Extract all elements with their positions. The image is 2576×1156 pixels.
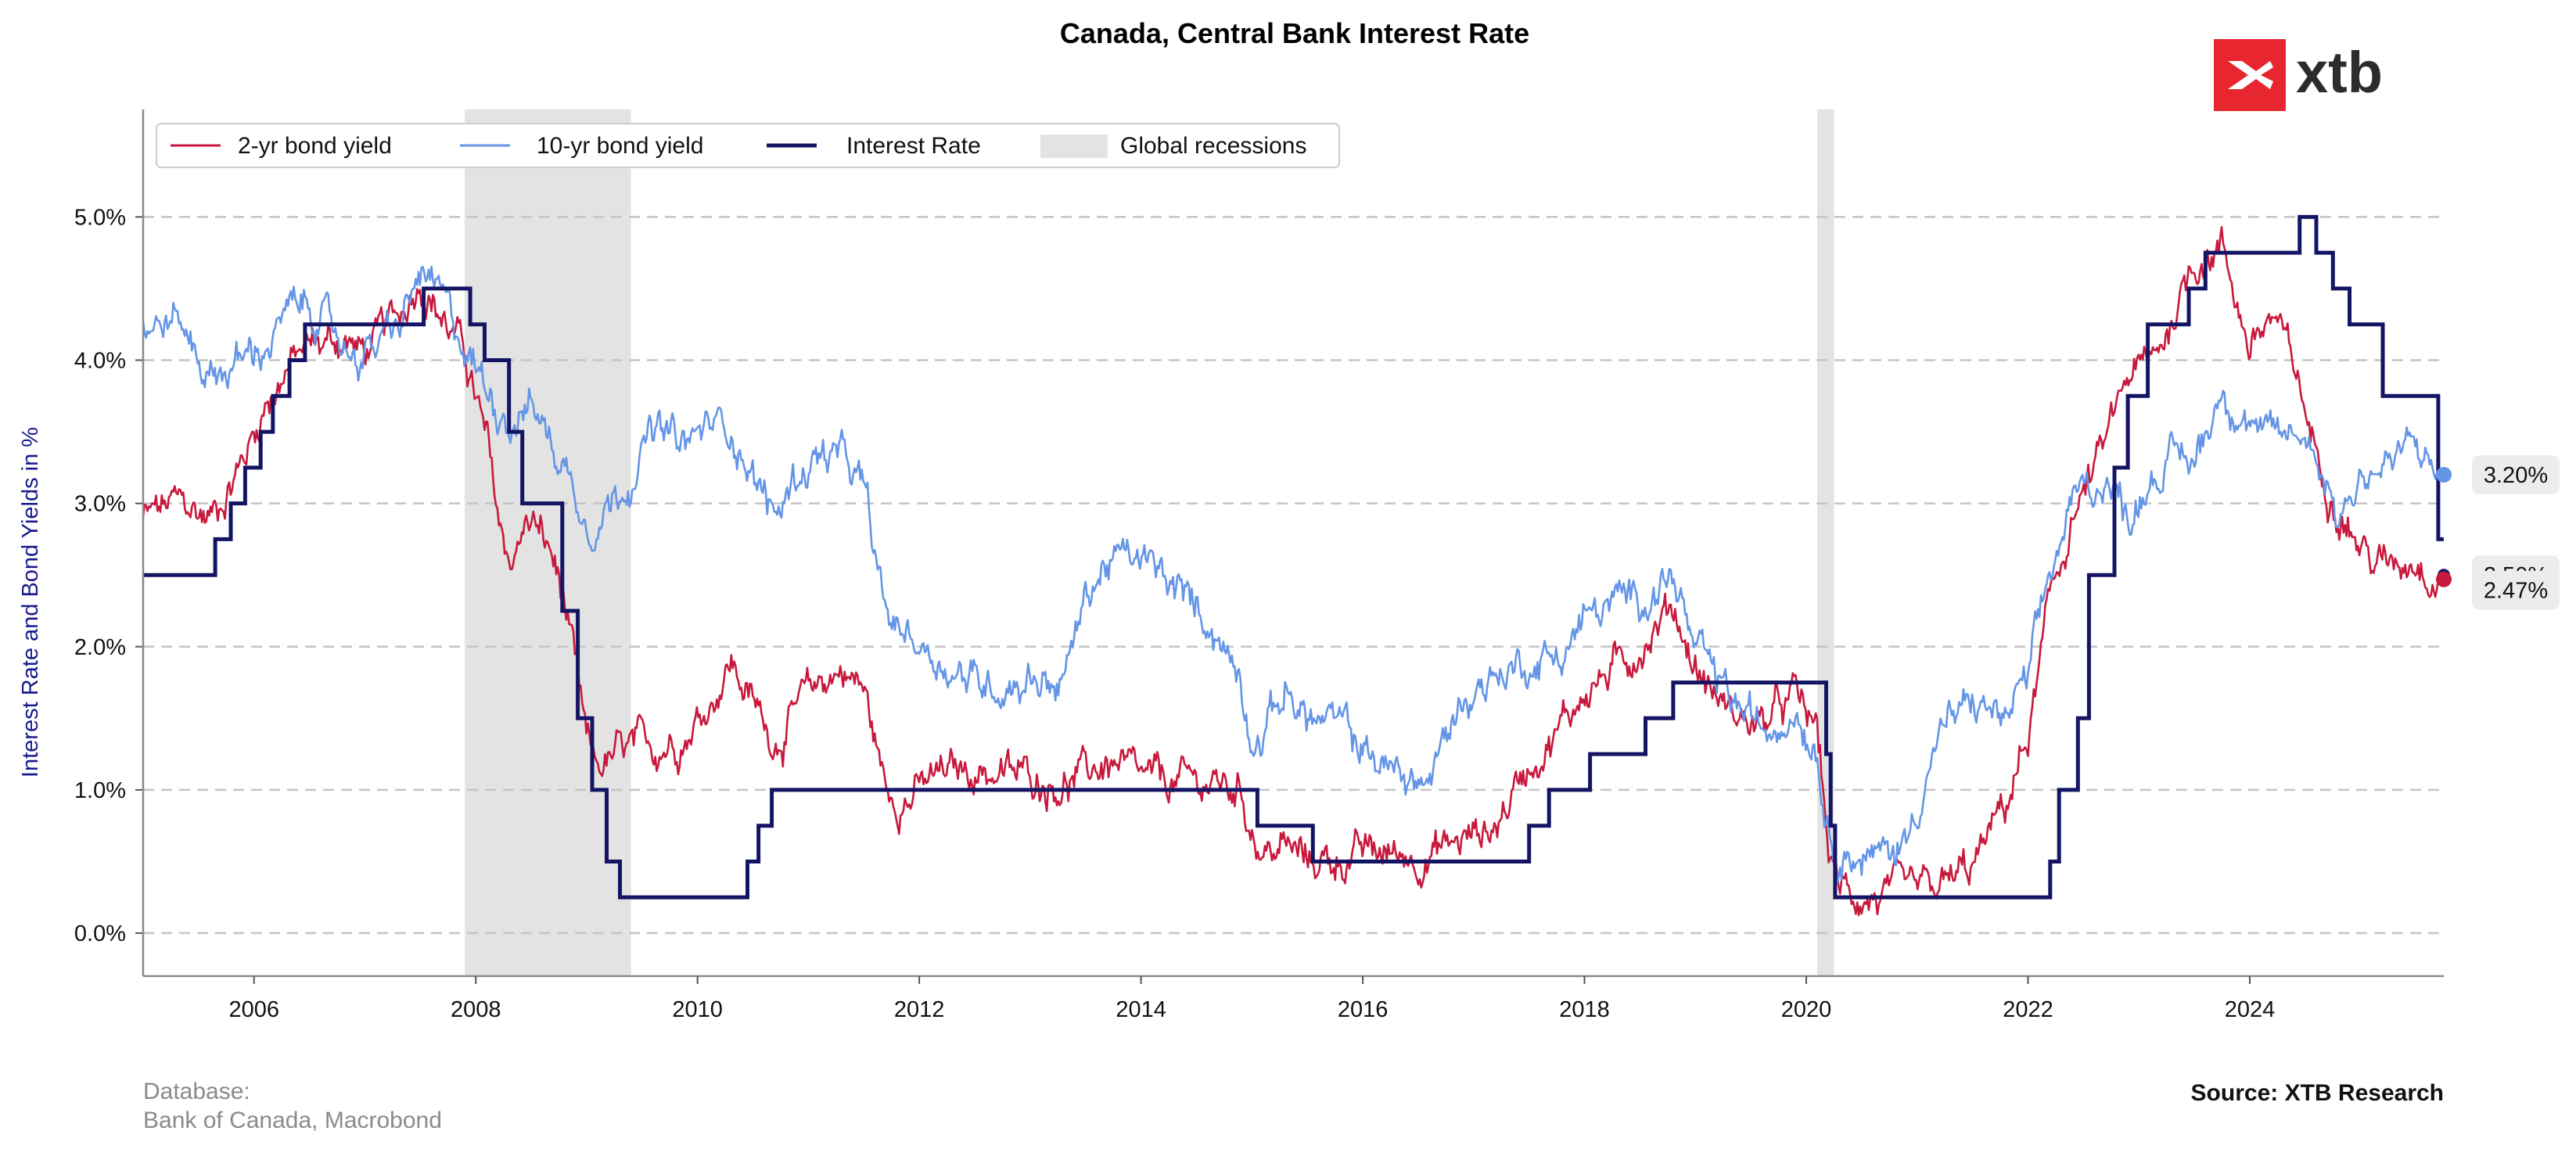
x-tick-label-9: 2024 [2225,997,2276,1022]
axes: 0.0% 1.0% 2.0% 3.0% 4.0% 5.0% 2006 2008 2010 2012… [74,109,2444,1022]
chart-title: Canada, Central Bank Interest Rate [1060,17,1529,49]
end-label-2: 2.47% [2484,579,2548,604]
xtb-logo-mark [2228,61,2273,89]
legend-label-recession: Global recessions [1120,133,1306,159]
xtb-logo: xtb [2214,39,2383,111]
x-tick-label-0: 2006 [228,997,279,1022]
series-line-2yr-bond [142,226,2440,917]
x-tick-label-4: 2014 [1116,997,1166,1022]
xtb-logo-text: xtb [2296,40,2383,105]
end-label-0: 3.20% [2484,463,2548,488]
y-tick-label-4: 4.0% [74,348,126,373]
recession-bands [465,109,1834,976]
series-line-10yr-bond [142,265,2439,885]
end-label-box-0 [2472,455,2560,495]
end-labels: 3.20%2.50%2.47% [2436,455,2560,610]
y-tick-label-2: 2.0% [74,635,126,660]
x-tick-label-7: 2020 [1781,997,1832,1022]
series-line-interest-rate [143,214,2444,899]
x-tick-label-2: 2010 [672,997,723,1022]
footer-database-label: Database: [143,1079,250,1104]
series-lines [142,214,2444,917]
legend: 2-yr bond yield 10-yr bond yield Interes… [156,123,1340,168]
x-tick-label-6: 2018 [1559,997,1610,1022]
x-tick-label-5: 2016 [1338,997,1389,1022]
x-tick-label-8: 2022 [2003,997,2053,1022]
y-tick-label-5: 5.0% [74,205,126,230]
y-tick-label-1: 1.0% [74,778,126,803]
legend-label-10yr: 10-yr bond yield [537,133,703,159]
y-axis-label: Interest Rate and Bond Yields in % [18,427,43,777]
y-tick-label-0: 0.0% [74,921,126,946]
end-label-box-2 [2472,570,2560,610]
end-point-0 [2436,467,2452,483]
y-tick-label-3: 3.0% [74,492,126,517]
legend-swatch-recession [1040,135,1108,158]
footer-source: Source: XTB Research [2191,1080,2444,1106]
footer-database-source: Bank of Canada, Macrobond [143,1108,442,1133]
x-tick-label-3: 2012 [894,997,945,1022]
end-point-2 [2436,571,2452,587]
legend-label-2yr: 2-yr bond yield [238,133,392,159]
legend-label-rate: Interest Rate [846,133,981,159]
x-tick-label-1: 2008 [451,997,501,1022]
